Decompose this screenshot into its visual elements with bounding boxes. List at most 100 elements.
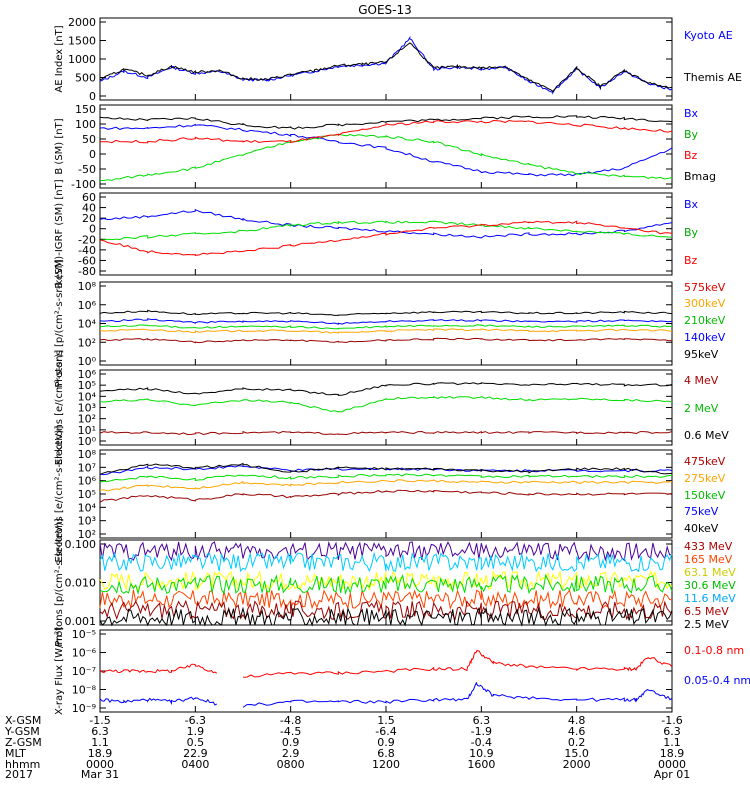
legend-entry: 40keV	[684, 522, 719, 535]
series-line-xray-0	[99, 650, 673, 678]
legend-entry: 275keV	[684, 472, 726, 485]
series-line-electrons_kev-1	[99, 479, 673, 492]
series-line-protons_mev-6	[99, 606, 673, 627]
x-row-value: 0000	[86, 758, 114, 771]
x-row-value: 6.3	[663, 725, 681, 738]
y-tick-label: 10⁴	[78, 501, 97, 514]
x-row-value: -6.4	[375, 725, 396, 738]
y-tick-label: 10⁵	[78, 488, 96, 501]
y-tick-label: 10⁻⁷	[72, 665, 96, 678]
y-tick-label: 10⁵	[78, 379, 96, 392]
panel-frame	[99, 17, 673, 101]
x-row-value: -0.4	[471, 736, 492, 749]
series-line-protons-0	[99, 309, 673, 316]
y-tick-label: 10⁶	[78, 299, 97, 312]
x-row-value: 18.9	[660, 747, 685, 760]
y-tick-label: -80	[78, 265, 96, 278]
legend-entry: 433 MeV	[684, 540, 733, 553]
y-tick-label: 500	[75, 72, 96, 85]
y-tick-label: -60	[78, 254, 96, 267]
legend-entry: 30.6 MeV	[684, 579, 736, 592]
x-row-value: 0.9	[282, 736, 300, 749]
x-row-value: 0400	[181, 758, 209, 771]
series-line-b-2	[99, 119, 673, 144]
legend-entry: Bz	[684, 149, 698, 162]
legend-entry: 2.5 MeV	[684, 618, 729, 631]
legend-entry: 150keV	[684, 489, 726, 502]
legend-entry: 0.6 MeV	[684, 429, 729, 442]
series-line-b-3	[99, 115, 673, 130]
x-row-value: 1200	[372, 758, 400, 771]
x-row-value: Apr 01	[654, 768, 691, 781]
panel-frame	[99, 104, 673, 189]
x-row-value: -6.3	[185, 714, 206, 727]
legend-entry: 75keV	[684, 505, 719, 518]
y-tick-label: 0	[89, 90, 96, 103]
y-tick-label: 0	[89, 223, 96, 236]
y-tick-label: 150	[75, 103, 96, 116]
y-tick-label: 10⁶	[78, 368, 97, 381]
y-axis-label: Electrons [e/(cm²-s-sr-keV)]	[54, 425, 65, 562]
x-row-value: 0.2	[568, 736, 586, 749]
series-line-db-0	[99, 208, 673, 239]
y-tick-label: 60	[82, 191, 96, 204]
panel-b: 150 100 50 0 -50 -100 B (SM) [nT] Bx By Bz Bmag	[54, 103, 716, 191]
y-tick-label: 10¹	[78, 424, 96, 437]
x-row-value: 22.9	[183, 747, 208, 760]
x-row-value: 2.9	[282, 747, 300, 760]
x-row-value: 15.0	[564, 747, 589, 760]
series-line-electrons_kev-0	[99, 489, 673, 503]
series-line-protons_mev-3	[99, 573, 673, 596]
y-axis-label: AE Index [nT]	[54, 25, 65, 92]
x-row-value: 4.6	[568, 725, 586, 738]
y-tick-label: 10²	[78, 528, 96, 541]
x-row-value: 18.9	[88, 747, 113, 760]
series-line-protons-4	[99, 337, 673, 344]
x-row-value: -1.9	[471, 725, 492, 738]
y-tick-label: 40	[82, 202, 96, 215]
series-line-electrons_kev-4	[99, 462, 673, 475]
y-tick-label: 10⁰	[78, 355, 97, 368]
y-tick-label: 10⁰	[78, 435, 97, 448]
legend-entry: 0.1-0.8 nm	[684, 644, 744, 657]
y-tick-label: 10²	[78, 413, 96, 426]
x-row-value: 6.8	[377, 747, 395, 760]
x-row-value: 0.9	[377, 736, 395, 749]
legend-entry: Bz	[684, 254, 698, 267]
x-row-value: 1600	[467, 758, 495, 771]
legend-entry: 11.6 MeV	[684, 592, 736, 605]
panel-xray: 10⁻⁵ 10⁻⁶ 10⁻⁷ 10⁻⁸ 10⁻⁹ X-ray Flux [W/m²] 0.1…	[54, 627, 750, 715]
x-row-value: 1.1	[91, 736, 109, 749]
x-row-value: -4.8	[280, 714, 301, 727]
x-row-value: 6.3	[473, 714, 491, 727]
legend-entry: 575keV	[684, 281, 726, 294]
legend-entry: 475keV	[684, 455, 726, 468]
y-axis-label: X-ray Flux [W/m²]	[54, 627, 65, 715]
y-tick-label: -100	[71, 178, 96, 191]
x-row-label: Z-GSM	[5, 736, 42, 749]
legend-entry: 95keV	[684, 348, 719, 361]
y-tick-label: 50	[82, 133, 96, 146]
x-row-value: -4.5	[280, 725, 301, 738]
y-tick-label: 1000	[68, 53, 96, 66]
legend-entry: Bmag	[684, 170, 716, 183]
y-tick-label: 10⁻⁸	[72, 684, 97, 697]
y-tick-label: 10³	[78, 515, 96, 528]
series-line-db-2	[99, 220, 673, 256]
y-tick-label: 10⁸	[78, 448, 97, 461]
y-tick-label: 10⁻⁹	[72, 702, 96, 715]
legend-entry: 165 MeV	[684, 553, 733, 566]
y-axis-label: Protons [p/(cm²-s-sr-keV)]	[54, 518, 65, 646]
y-tick-label: 10⁶	[78, 475, 97, 488]
y-tick-label: 10⁻⁶	[72, 647, 97, 660]
y-tick-label: -20	[78, 233, 96, 246]
series-line-protons_mev-0	[99, 540, 672, 562]
y-axis-label: Protons [p/(cm²-s-sr-keV)]	[54, 259, 65, 387]
legend-entry: 63.1 MeV	[684, 566, 736, 579]
y-axis-label: B (SM) [nT]	[54, 118, 65, 174]
series-line-electrons_mev-0	[99, 430, 673, 436]
x-row-value: -1.5	[89, 714, 110, 727]
series-line-protons_mev-2	[99, 570, 673, 592]
